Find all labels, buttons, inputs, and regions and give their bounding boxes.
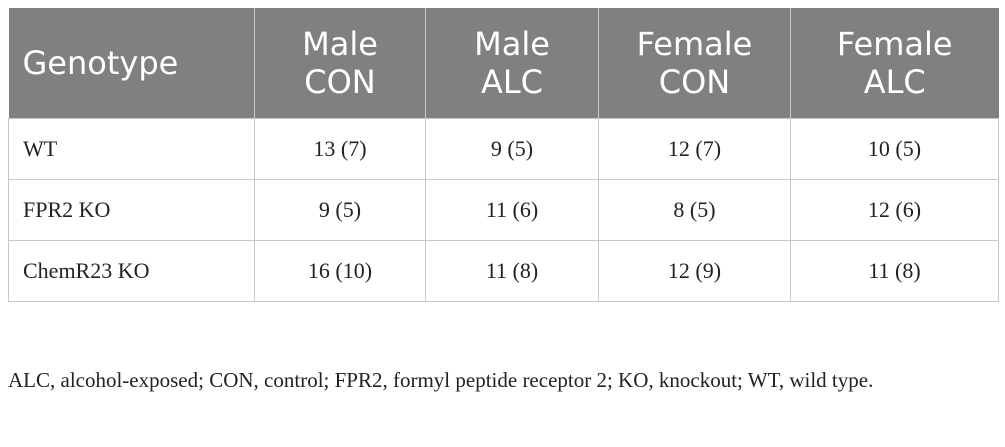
footnote: ALC, alcohol-exposed; CON, control; FPR2… [8,368,874,392]
table-header: Genotype Male CON Male ALC Female CON Female… [8,8,999,119]
count-cell: 16 (10) [254,240,426,302]
data-table: Genotype Male CON Male ALC Female CON Female… [8,8,999,302]
count-cell: 9 (5) [254,179,426,241]
header-row: Genotype Male CON Male ALC Female CON Female… [8,8,999,119]
header-text: Female ALC [836,25,953,101]
count-cell: 11 (8) [790,240,999,302]
header-cell: Female CON [598,8,791,119]
header-cell: Female ALC [790,8,999,119]
count-cell: 9 (5) [425,118,599,180]
header-text: Male CON [302,25,378,101]
table-row: ChemR23 KO 16 (10) 11 (8) 12 (9) 11 (8) [8,240,999,302]
table-body: WT 13 (7) 9 (5) 12 (7) 10 (5) FPR2 KO 9 (5) 11 … [8,118,999,302]
count-cell: 12 (9) [598,240,791,302]
header-cell: Male ALC [425,8,599,119]
count-cell: 8 (5) [598,179,791,241]
header-cell: Male CON [254,8,426,119]
header-cell: Genotype [8,8,255,119]
table-row: FPR2 KO 9 (5) 11 (6) 8 (5) 12 (6) [8,179,999,241]
genotype-cell: WT [8,118,255,180]
count-cell: 10 (5) [790,118,999,180]
genotype-cell: ChemR23 KO [8,240,255,302]
count-cell: 11 (8) [425,240,599,302]
count-cell: 12 (7) [598,118,791,180]
count-cell: 11 (6) [425,179,599,241]
count-cell: 12 (6) [790,179,999,241]
header-text: Male ALC [474,25,550,101]
table-row: WT 13 (7) 9 (5) 12 (7) 10 (5) [8,118,999,180]
count-cell: 13 (7) [254,118,426,180]
header-text: Female CON [636,25,753,101]
genotype-cell: FPR2 KO [8,179,255,241]
header-text: Genotype [22,44,179,82]
